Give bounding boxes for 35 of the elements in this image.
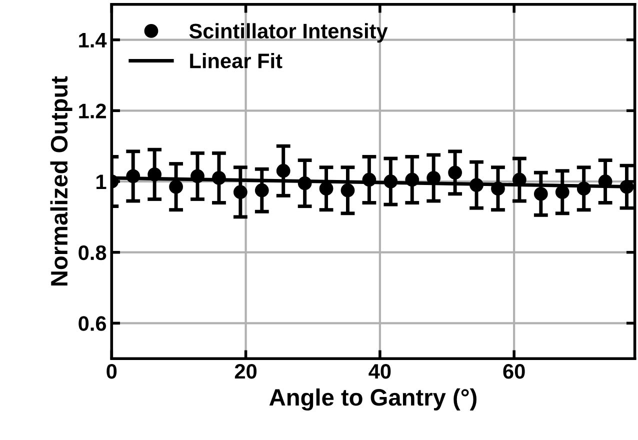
- y-tick-label: 0.6: [78, 316, 106, 331]
- point: [169, 180, 183, 194]
- point: [620, 180, 634, 194]
- point: [254, 183, 269, 198]
- point: [126, 169, 140, 184]
- y-tick-label: 1.2: [79, 104, 106, 118]
- point: [212, 171, 226, 185]
- point: [233, 185, 248, 200]
- point: [576, 182, 591, 196]
- legend-label: Linear Fit: [190, 52, 282, 68]
- x-tick-label: 60: [503, 364, 525, 379]
- point: [319, 182, 334, 196]
- point: [298, 176, 312, 190]
- point: [276, 164, 290, 178]
- y-tick-label: 1: [96, 174, 106, 190]
- point: [340, 183, 355, 198]
- point: [534, 186, 548, 201]
- x-tick-label: 20: [234, 364, 257, 379]
- x-tick-label: 0: [106, 364, 117, 379]
- y-tick-label: 1.4: [79, 33, 107, 48]
- point: [362, 172, 376, 187]
- x-tick-label: 40: [368, 364, 391, 379]
- point: [555, 185, 570, 200]
- x-axis-title: Angle to Gantry (°): [269, 388, 476, 411]
- point: [598, 174, 612, 188]
- point: [190, 169, 204, 184]
- legend-label: Scintillator Intensity: [189, 23, 388, 43]
- point: [470, 178, 484, 192]
- y-axis-title: Normalized Output: [50, 76, 72, 286]
- point: [448, 166, 462, 180]
- point: [405, 172, 420, 187]
- point: [384, 174, 398, 188]
- point: [491, 182, 505, 196]
- point: [148, 167, 162, 182]
- y-tick-label: 0.8: [78, 245, 106, 260]
